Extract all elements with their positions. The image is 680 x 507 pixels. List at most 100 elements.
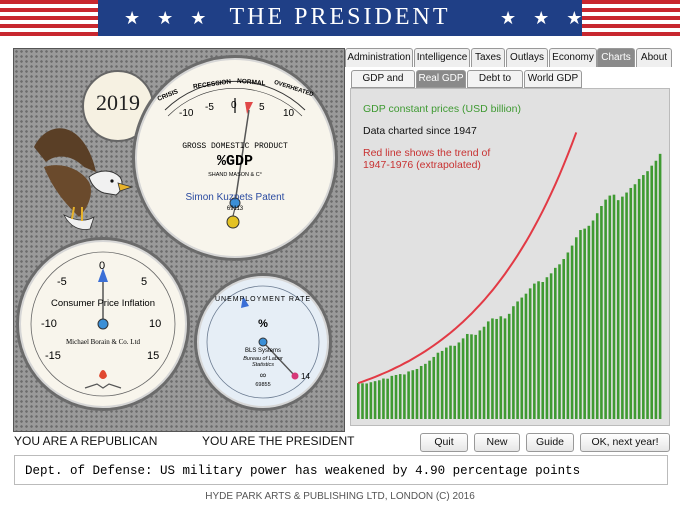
gdp-maker: SHAND MASON & C°: [208, 172, 262, 178]
chart-note: Data charted since 1947: [363, 125, 477, 137]
gdp-bar: [499, 316, 503, 419]
unemp-maker: BLS Systems: [244, 348, 281, 354]
gdp-bar: [394, 374, 398, 419]
tab-taxes[interactable]: Taxes: [471, 48, 505, 67]
gdp-bar: [516, 301, 519, 419]
gdp-bar: [654, 160, 658, 419]
infl-caption: Consumer Price Inflation: [50, 298, 156, 309]
guide-button[interactable]: Guide: [526, 433, 574, 452]
gdp-bar: [403, 374, 406, 419]
gdp-serial: 69113: [226, 206, 244, 212]
gdp-bar: [528, 288, 532, 419]
subtab-real-gdp[interactable]: Real GDP: [416, 70, 466, 88]
gdp-bar: [398, 374, 402, 419]
gdp-bar: [608, 195, 612, 419]
subtab-gdp-and-debt[interactable]: GDP and debt: [351, 70, 415, 100]
gdp-tick-10: 10: [283, 108, 295, 119]
gdp-bar: [390, 375, 394, 419]
unemp-marker: 14: [301, 372, 310, 381]
gdp-bar: [583, 228, 586, 419]
gdp-bar: [491, 318, 494, 419]
gdp-tick-m5: -5: [205, 102, 214, 113]
gdp-bar: [470, 334, 473, 419]
infl-tick-0: 0: [99, 260, 106, 272]
tab-outlays[interactable]: Outlays: [506, 48, 548, 67]
gdp-bar: [482, 326, 486, 419]
gdp-bar: [449, 345, 452, 419]
gdp-bar: [658, 153, 662, 419]
tab-about[interactable]: About: [636, 48, 672, 67]
gdp-bar: [587, 225, 591, 419]
subtab-debt-to-gdp[interactable]: Debt to GDP: [467, 70, 523, 100]
gdp-bar: [616, 200, 620, 419]
gdp-bar: [625, 192, 628, 419]
gdp-bar: [377, 380, 381, 419]
new-button[interactable]: New: [474, 433, 520, 452]
gdp-bar: [419, 365, 423, 419]
unemp-sub: Bureau of Labor Statistics: [243, 356, 283, 368]
footer-credit: HYDE PARK ARTS & PUBLISHING LTD, LONDON …: [205, 491, 475, 502]
gdp-bar: [591, 220, 595, 419]
gdp-tick-m10: -10: [179, 108, 194, 119]
stars-left-icon: ★ ★ ★: [124, 8, 213, 28]
gdp-bar: [486, 321, 490, 419]
gdp-bar: [612, 194, 616, 419]
gdp-bar: [503, 318, 507, 419]
gdp-bar: [361, 383, 364, 419]
eagle-icon: [34, 128, 134, 230]
gdp-bar: [558, 264, 561, 419]
gdp-bar: [604, 199, 607, 419]
message-box: Dept. of Defense: US military power has …: [14, 455, 668, 485]
gdp-bar: [595, 213, 599, 419]
unemployment-gauge: UNEMPLOYMENT RATE % BLS Systems Bureau o…: [194, 273, 332, 411]
gdp-bar: [545, 277, 549, 419]
gauge-panel: 2019 CRISIS RECESSION NORMAL OVERHEATED …: [13, 48, 345, 432]
gdp-bar: [453, 345, 457, 419]
gdp-bar: [365, 383, 368, 419]
gdp-bar: [424, 363, 427, 419]
quit-button[interactable]: Quit: [420, 433, 468, 452]
gdp-bar: [382, 378, 385, 419]
tab-intelligence[interactable]: Intelligence: [414, 48, 470, 67]
role-label: YOU ARE THE PRESIDENT: [202, 434, 355, 448]
unemp-serial: 69855: [255, 382, 271, 388]
year-label: 2019: [96, 90, 140, 115]
gdp-bar: [445, 347, 448, 419]
chart-plot: [357, 132, 662, 419]
infl-tick-m5: -5: [57, 276, 67, 288]
gdp-bar: [411, 370, 415, 419]
gdp-bar: [541, 282, 545, 419]
gdp-bar: [495, 318, 498, 419]
gdp-bar: [478, 330, 482, 419]
gdp-bar: [474, 334, 477, 419]
trend-note-line1: Red line shows the trend of: [363, 147, 491, 159]
gdp-bar: [369, 382, 373, 419]
infl-tick-m15: -15: [45, 350, 61, 362]
unemp-unit: %: [258, 318, 268, 330]
gdp-bar: [566, 252, 570, 419]
trend-line: [357, 132, 578, 385]
gdp-bar: [579, 230, 582, 419]
gdp-bar: [629, 187, 633, 419]
gdp-bar: [621, 196, 624, 419]
tab-administration[interactable]: Administration: [345, 48, 413, 67]
gdp-bar: [415, 368, 419, 419]
tab-economy[interactable]: Economy: [549, 48, 597, 67]
gdp-bar: [642, 175, 645, 419]
gdp-bar: [600, 205, 603, 419]
page-title: THE PRESIDENT: [229, 4, 451, 30]
gdp-bar: [549, 273, 553, 419]
next-year-button[interactable]: OK, next year!: [580, 433, 670, 452]
subtab-world-gdp[interactable]: World GDP: [524, 70, 582, 88]
gdp-bar: [457, 342, 461, 419]
inflation-gauge: -5 0 5 -10 10 -15 15 Consumer Price Infl…: [16, 237, 190, 411]
unemp-infinity: ∞: [259, 370, 267, 380]
chart-title: GDP constant prices (USD billion): [363, 103, 521, 115]
party-label: YOU ARE A REPUBLICAN: [14, 434, 158, 448]
gdp-bar: [650, 165, 654, 419]
tab-charts[interactable]: Charts: [597, 48, 635, 67]
gdp-bar: [562, 259, 565, 419]
infl-maker: Michael Borain & Co. Ltd: [65, 338, 141, 346]
infl-tick-10: 10: [149, 318, 162, 330]
gdp-bar: [357, 383, 360, 419]
